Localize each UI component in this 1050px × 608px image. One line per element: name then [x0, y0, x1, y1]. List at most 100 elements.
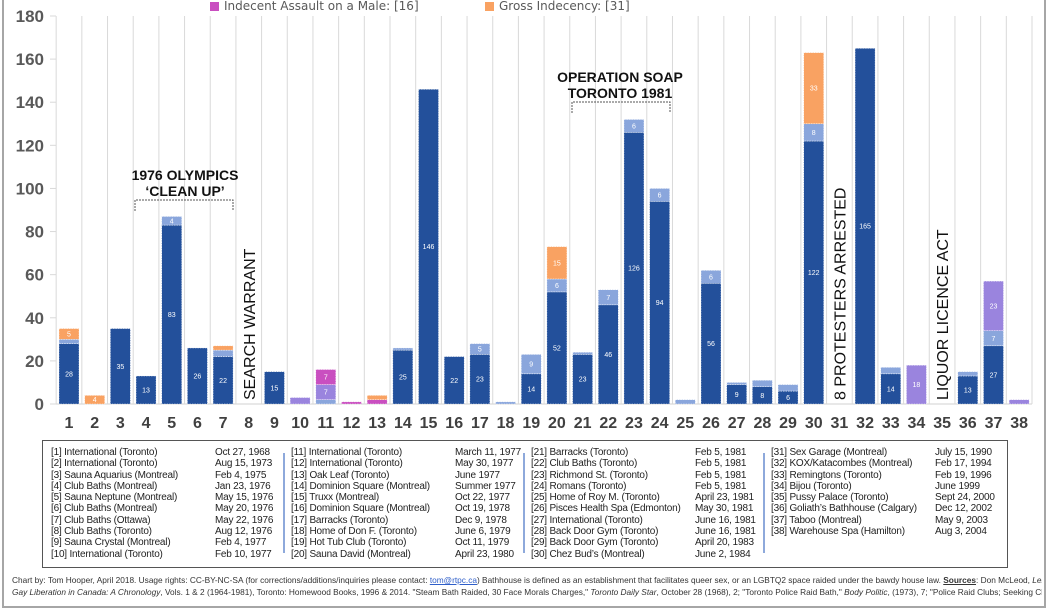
email-link[interactable]: tom@rtpc.ca [429, 575, 477, 585]
raid-location: [8] Club Baths (Toronto) [51, 526, 152, 538]
bar-segment [469, 343, 491, 355]
footer-text: , (1973), 7; "Police Raid Clubs; Seeking… [887, 586, 1042, 597]
raid-date: May 20, 1976 [215, 503, 274, 515]
footer-text: , Vols. 1 & 2 (1964-1981), Toronto: Home… [160, 586, 591, 597]
bar-data-label: 8 [760, 393, 764, 400]
bar-segment [649, 188, 670, 202]
raid-date: April 23, 1980 [455, 548, 514, 560]
bar-data-label: 6 [709, 274, 713, 281]
x-tick-label: 34 [908, 415, 926, 432]
x-tick-label: 29 [779, 415, 797, 432]
raid-date: Oct 22, 1977 [455, 492, 510, 504]
bar-data-label: 146 [423, 244, 435, 251]
raid-date: Feb 5, 1981 [695, 458, 747, 470]
column-divider [763, 453, 765, 553]
bar-segment [957, 375, 979, 405]
bar-data-label: 22 [219, 378, 227, 385]
raid-location: [34] Bijou (Toronto) [771, 480, 852, 492]
legend-label: Gross Indecency: [31] [499, 0, 630, 13]
raid-location: [11] International (Toronto) [291, 447, 402, 458]
bar-data-label: 22 [450, 378, 458, 385]
bar-data-label: 9 [735, 392, 739, 399]
raid-row: [37] Taboo (Montreal) May 9, 2003 [771, 514, 988, 526]
x-tick-label: 23 [625, 415, 643, 432]
annotation-operation-soap: TORONTO 1981 [568, 85, 673, 101]
bar-segment [418, 89, 439, 405]
bar-segment [726, 382, 747, 385]
legend-swatch [210, 2, 219, 11]
bar-data-label: 13 [142, 387, 150, 394]
bar-segment [341, 401, 362, 405]
raid-row: [17] Barracks (Toronto) Dec 9, 1978 [291, 515, 507, 526]
bar-segment [392, 347, 414, 351]
raid-row: [12] International (Toronto) May 30, 1977 [291, 458, 513, 469]
y-tick-label: 140 [16, 93, 44, 112]
bar-data-label: 8 [812, 130, 816, 137]
raid-location: [19] Hot Tub Club (Toronto) [291, 537, 407, 549]
bar-segment [906, 364, 927, 405]
bar-segment [187, 347, 208, 405]
bar-data-label: 7 [992, 336, 996, 343]
legend-swatch [485, 2, 494, 11]
y-tick-label: 100 [16, 179, 44, 198]
raid-row: [31] Sex Garage (Montreal) July 15, 1990 [771, 447, 992, 458]
x-tick-label: 30 [805, 415, 823, 432]
raid-row: [18] Home of Don F. (Toronto) June 6, 197… [291, 526, 511, 537]
annotation-olympics: ‘CLEAN UP’ [145, 183, 224, 199]
bar-segment [135, 375, 157, 405]
footer-text: : Don McLeod, [976, 575, 1033, 585]
x-tick-label: 31 [831, 415, 849, 432]
bar-data-label: 7 [606, 295, 610, 302]
bar-segment [84, 395, 105, 405]
bar-data-label: 14 [527, 386, 535, 393]
raid-date: Aug 15, 1973 [215, 458, 273, 470]
raid-date: July 15, 1990 [935, 447, 992, 458]
footer-text: Chart by: Tom Hooper, April 2018. Usage … [12, 575, 430, 585]
bar-data-label: 122 [808, 270, 820, 277]
bar-segment [598, 289, 619, 306]
raid-location: [37] Taboo (Montreal) [771, 514, 862, 526]
x-tick-label: 17 [471, 415, 489, 432]
bar-data-label: 6 [555, 283, 559, 290]
bar-data-label: 26 [194, 373, 202, 380]
bar-segment [1008, 399, 1030, 405]
x-tick-label: 14 [394, 415, 412, 432]
raid-location: [22] Club Baths (Toronto) [531, 458, 638, 470]
footer-credits: Chart by: Tom Hooper, April 2018. Usage … [12, 575, 1042, 598]
raid-row: [30] Chez Bud’s (Montreal) June 2, 1984 [531, 549, 751, 560]
raid-row: [11] International (Toronto) March 11, 19… [291, 447, 521, 458]
bar-data-label: 35 [116, 364, 124, 371]
footer-text: Toronto Daily Star [590, 586, 657, 597]
bar-segment [58, 339, 80, 344]
raid-location: [28] Back Door Gym (Toronto) [531, 526, 659, 538]
x-tick-label: 1 [65, 415, 74, 432]
bar-segment [495, 401, 516, 405]
raid-date: Feb 5, 1981 [695, 480, 747, 492]
x-tick-label: 9 [270, 415, 279, 432]
raid-location: [4] Club Baths (Montreal) [51, 480, 158, 492]
raid-row: [24] Romans (Toronto) Feb 5, 1981 [531, 480, 746, 492]
bar-segment [880, 367, 902, 375]
raid-date: Feb 5, 1981 [695, 469, 747, 481]
raid-row: [25] Home of Roy M. (Toronto) April 23, 1… [531, 492, 754, 503]
raid-row: [32] KOX/Katacombes (Montreal) Feb 17, 19… [771, 458, 992, 469]
bar-data-label: 13 [964, 387, 972, 394]
y-tick-label: 60 [25, 266, 44, 285]
bar-segment [366, 395, 388, 400]
x-tick-label: 16 [445, 415, 463, 432]
x-tick-label: 2 [90, 415, 99, 432]
raid-row: [7] Club Baths (Ottawa) May 22, 1976 [51, 514, 273, 526]
raid-location: [9] Sauna Crystal (Montreal) [51, 537, 171, 549]
bar-segment [315, 369, 337, 385]
x-tick-label: 22 [599, 415, 617, 432]
x-tick-label: 32 [856, 415, 874, 432]
raid-row: [9] Sauna Crystal (Montreal) Feb 4, 1977 [51, 537, 266, 549]
raid-location: [7] Club Baths (Ottawa) [51, 514, 151, 526]
raid-date: Aug 12, 1976 [215, 526, 273, 538]
bar-data-label: 56 [707, 341, 715, 348]
raid-location: [24] Romans (Toronto) [531, 480, 627, 492]
raid-column: [21] Barracks (Toronto) Feb 5, 1981 [22] C… [531, 447, 756, 560]
raid-date: May 30, 1981 [695, 503, 754, 515]
x-tick-label: 21 [574, 415, 592, 432]
bar-segment [803, 52, 824, 125]
